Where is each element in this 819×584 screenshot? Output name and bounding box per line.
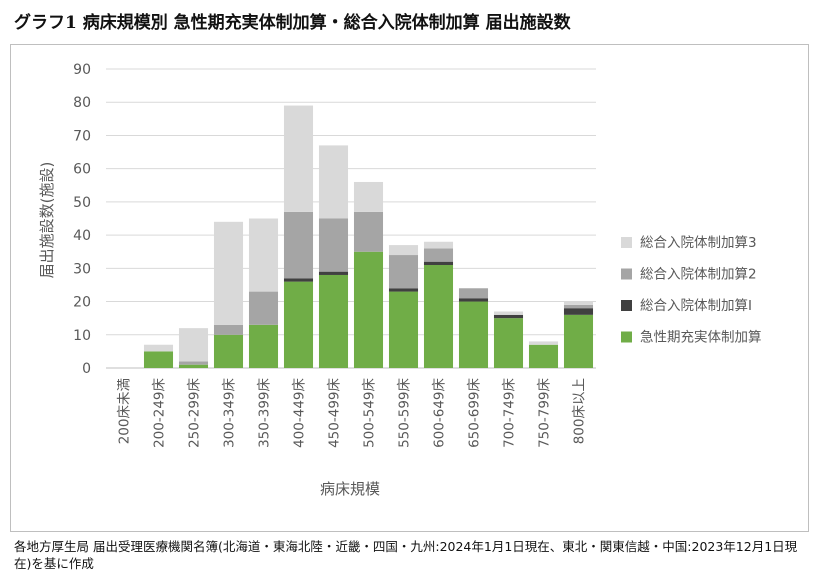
bar-segment	[143, 351, 174, 368]
y-tick-label: 30	[73, 261, 91, 277]
bar-segment	[423, 265, 454, 368]
legend-label: 急性期充実体制加算	[640, 330, 762, 346]
bar-segment	[283, 281, 314, 368]
bar-segment	[458, 301, 489, 368]
x-tick-label: 200床未満	[117, 378, 133, 444]
bar-segment	[388, 245, 419, 256]
x-tick-label: 800床以上	[572, 378, 588, 444]
legend-swatch	[621, 268, 632, 280]
x-axis-label: 病床規模	[320, 480, 380, 498]
bar-segment	[353, 211, 384, 252]
legend-label: 総合入院体制加算3	[640, 235, 757, 251]
legend-swatch	[621, 300, 632, 311]
x-tick-label: 600-649床	[432, 378, 448, 448]
bar-segment	[388, 291, 419, 368]
bar-segment	[353, 251, 384, 368]
gridlines	[106, 68, 596, 369]
x-tick-label: 300-349床	[222, 378, 238, 448]
bar-segment	[458, 298, 489, 302]
bar-segment	[563, 301, 594, 305]
y-tick-label: 0	[82, 361, 91, 377]
bar-segment	[283, 211, 314, 279]
legend-label: 総合入院体制加算2	[640, 267, 757, 283]
x-tick-label: 350-399床	[257, 378, 273, 448]
legend: 総合入院体制加算3 総合入院体制加算2 総合入院体制加算Ⅰ 急性期充実体制加算	[621, 235, 762, 346]
x-axis-ticks: 200床未満 200-249床 250-299床 300-349床 350-399床 40…	[117, 378, 588, 448]
y-tick-label: 40	[73, 228, 91, 244]
bar-segment	[248, 324, 279, 368]
bar-segment	[458, 288, 489, 299]
y-tick-label: 10	[73, 328, 91, 344]
legend-swatch	[621, 237, 632, 248]
bar-segment	[528, 344, 559, 368]
bar-segment	[248, 218, 279, 292]
bars	[143, 105, 594, 368]
bar-segment	[213, 324, 244, 335]
bar-segment	[388, 255, 419, 289]
bar-segment	[178, 328, 209, 362]
bar-segment	[528, 341, 559, 345]
legend-swatch	[621, 331, 632, 343]
bar-segment	[318, 145, 349, 219]
y-tick-label: 60	[73, 162, 91, 178]
y-axis-ticks: 0 10 20 30 40 50 60 70 80 90	[73, 62, 91, 377]
bar-segment	[563, 308, 594, 315]
bar-segment	[213, 221, 244, 325]
source-note: 各地方厚生局 届出受理医療機関名簿(北海道・東海北陸・近畿・四国・九州:2024…	[14, 539, 798, 571]
bar-segment	[248, 291, 279, 325]
bar-segment	[493, 311, 524, 315]
chart-title: グラフ1 病床規模別 急性期充実体制加算・総合入院体制加算 届出施設数	[14, 13, 571, 33]
x-tick-label: 250-299床	[187, 378, 203, 448]
bar-segment	[178, 364, 209, 368]
bar-segment	[493, 314, 524, 319]
y-tick-label: 20	[73, 295, 91, 311]
bar-segment	[318, 271, 349, 275]
y-tick-label: 90	[73, 62, 91, 78]
y-tick-label: 80	[73, 95, 91, 111]
bar-segment	[388, 288, 419, 292]
bar-segment	[318, 218, 349, 272]
bar-segment	[563, 314, 594, 368]
x-tick-label: 450-499床	[327, 378, 343, 448]
bar-segment	[283, 105, 314, 212]
x-tick-label: 700-749床	[502, 378, 518, 448]
x-tick-label: 500-549床	[362, 378, 378, 448]
x-tick-label: 200-249床	[152, 378, 168, 448]
x-tick-label: 750-799床	[537, 378, 553, 448]
x-tick-label: 550-599床	[397, 378, 413, 448]
y-axis-label: 届出施設数(施設)	[38, 162, 56, 279]
x-tick-label: 650-699床	[467, 378, 483, 448]
bar-segment	[318, 274, 349, 368]
bar-segment	[423, 248, 454, 262]
bar-segment	[493, 318, 524, 368]
bar-segment	[178, 361, 209, 365]
bar-segment	[423, 241, 454, 249]
bar-segment	[353, 181, 384, 212]
bar-segment	[283, 278, 314, 282]
bar-segment	[143, 344, 174, 352]
y-tick-label: 50	[73, 195, 91, 211]
bar-segment	[423, 261, 454, 266]
bar-segment	[213, 334, 244, 368]
x-tick-label: 400-449床	[292, 378, 308, 448]
bar-segment	[563, 304, 594, 309]
y-tick-label: 70	[73, 128, 91, 144]
legend-label: 総合入院体制加算Ⅰ	[640, 298, 752, 314]
